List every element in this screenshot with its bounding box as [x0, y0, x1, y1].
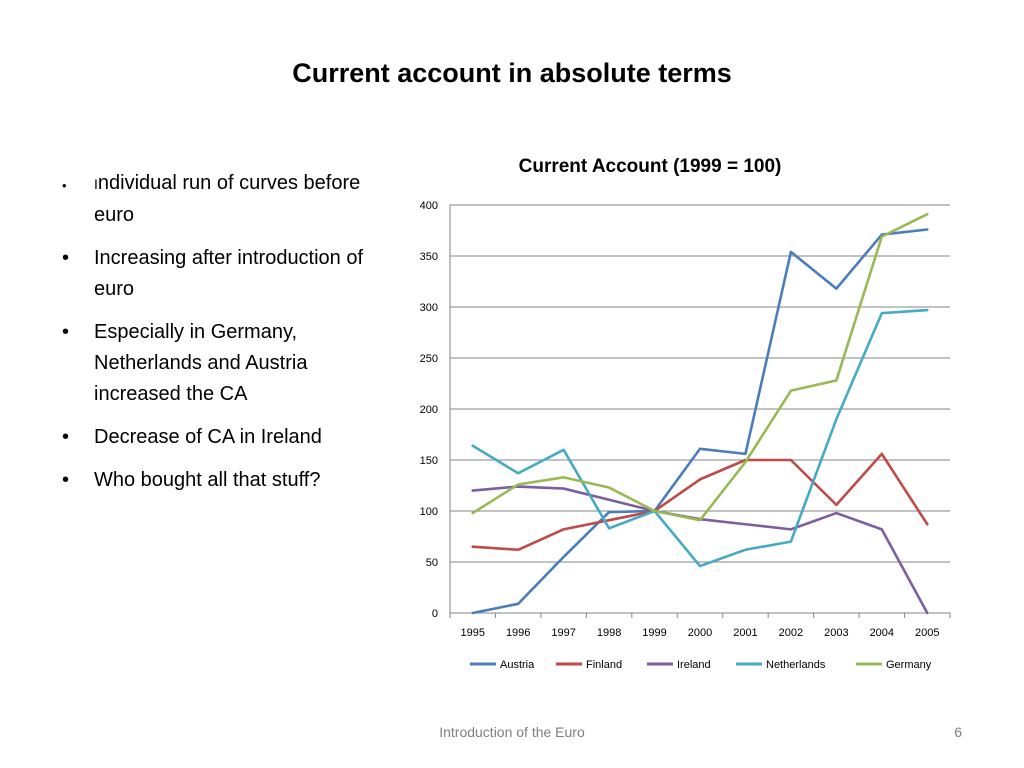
- series-line-netherlands: [471, 308, 929, 568]
- y-tick-label: 350: [420, 251, 438, 263]
- bullet-item: • Especially in Germany, Netherlands and …: [58, 317, 378, 410]
- bullet-text: Who bought all that stuff?: [94, 469, 321, 491]
- x-tick-label: 2002: [779, 627, 803, 639]
- footer-text: Introduction of the Euro: [439, 724, 585, 740]
- line-chart: 0 50 100 150 200 250 300 350 400 1995 1996 1997 1998…: [420, 200, 951, 671]
- bullet-dot-icon: •: [62, 426, 70, 448]
- x-tick-label: 2003: [824, 627, 848, 639]
- bullet-dot-icon: •: [62, 469, 70, 491]
- y-tick-label: 100: [420, 506, 438, 518]
- series-line-ireland: [471, 485, 929, 615]
- y-tick-label: 200: [420, 404, 438, 416]
- y-tick-label: 400: [420, 200, 438, 212]
- bullet-text: Especially in Germany, Netherlands and A…: [94, 321, 308, 405]
- slide-title: Current account in absolute terms: [292, 58, 732, 88]
- y-tick-label: 0: [432, 608, 438, 620]
- bullet-text: Decrease of CA in Ireland: [94, 426, 322, 448]
- x-tick-label: 2004: [870, 627, 894, 639]
- legend-label: Germany: [886, 659, 932, 671]
- x-tick-label: 2000: [688, 627, 712, 639]
- bullet-item: • Individual run of curves before euro: [58, 168, 378, 231]
- page-number: 6: [954, 724, 962, 740]
- x-tick-label: 2005: [915, 627, 939, 639]
- y-tick-label: 50: [426, 557, 438, 569]
- y-tick-label: 150: [420, 455, 438, 467]
- x-tick-label: 1995: [460, 627, 484, 639]
- x-tick-label: 1997: [551, 627, 575, 639]
- x-tick-label: 2001: [733, 627, 757, 639]
- series-line-germany: [471, 212, 929, 522]
- legend-label: Austria: [500, 659, 535, 671]
- legend-label: Netherlands: [766, 659, 826, 671]
- bullet-text: ndividual run of curves before euro: [94, 172, 361, 226]
- bullet-text: Increasing after introduction of euro: [94, 247, 364, 300]
- bullet-list: • Individual run of curves before euro • I…: [58, 168, 378, 508]
- x-tick-label: 1996: [506, 627, 530, 639]
- series-line-finland: [471, 452, 929, 552]
- x-tick-label: 1998: [597, 627, 621, 639]
- series-line-austria: [471, 228, 929, 615]
- y-tick-label: 300: [420, 302, 438, 314]
- legend-label: Ireland: [677, 659, 711, 671]
- y-tick-label: 250: [420, 353, 438, 365]
- bullet-item: • Increasing after introduction of euro: [58, 243, 378, 305]
- chart-container: Current Account (1999 = 100) 0 50 100 150 20…: [400, 148, 960, 688]
- bullet-item: • Decrease of CA in Ireland: [58, 422, 378, 453]
- x-tick-label: 1999: [642, 627, 666, 639]
- chart-title: Current Account (1999 = 100): [518, 156, 782, 177]
- bullet-dot-icon: •: [62, 321, 70, 343]
- bullet-lead: I: [94, 176, 98, 192]
- bullet-item: • Who bought all that stuff?: [58, 465, 378, 496]
- bullet-dot-icon: •: [62, 178, 67, 193]
- bullet-dot-icon: •: [62, 247, 70, 269]
- legend-label: Finland: [586, 659, 622, 671]
